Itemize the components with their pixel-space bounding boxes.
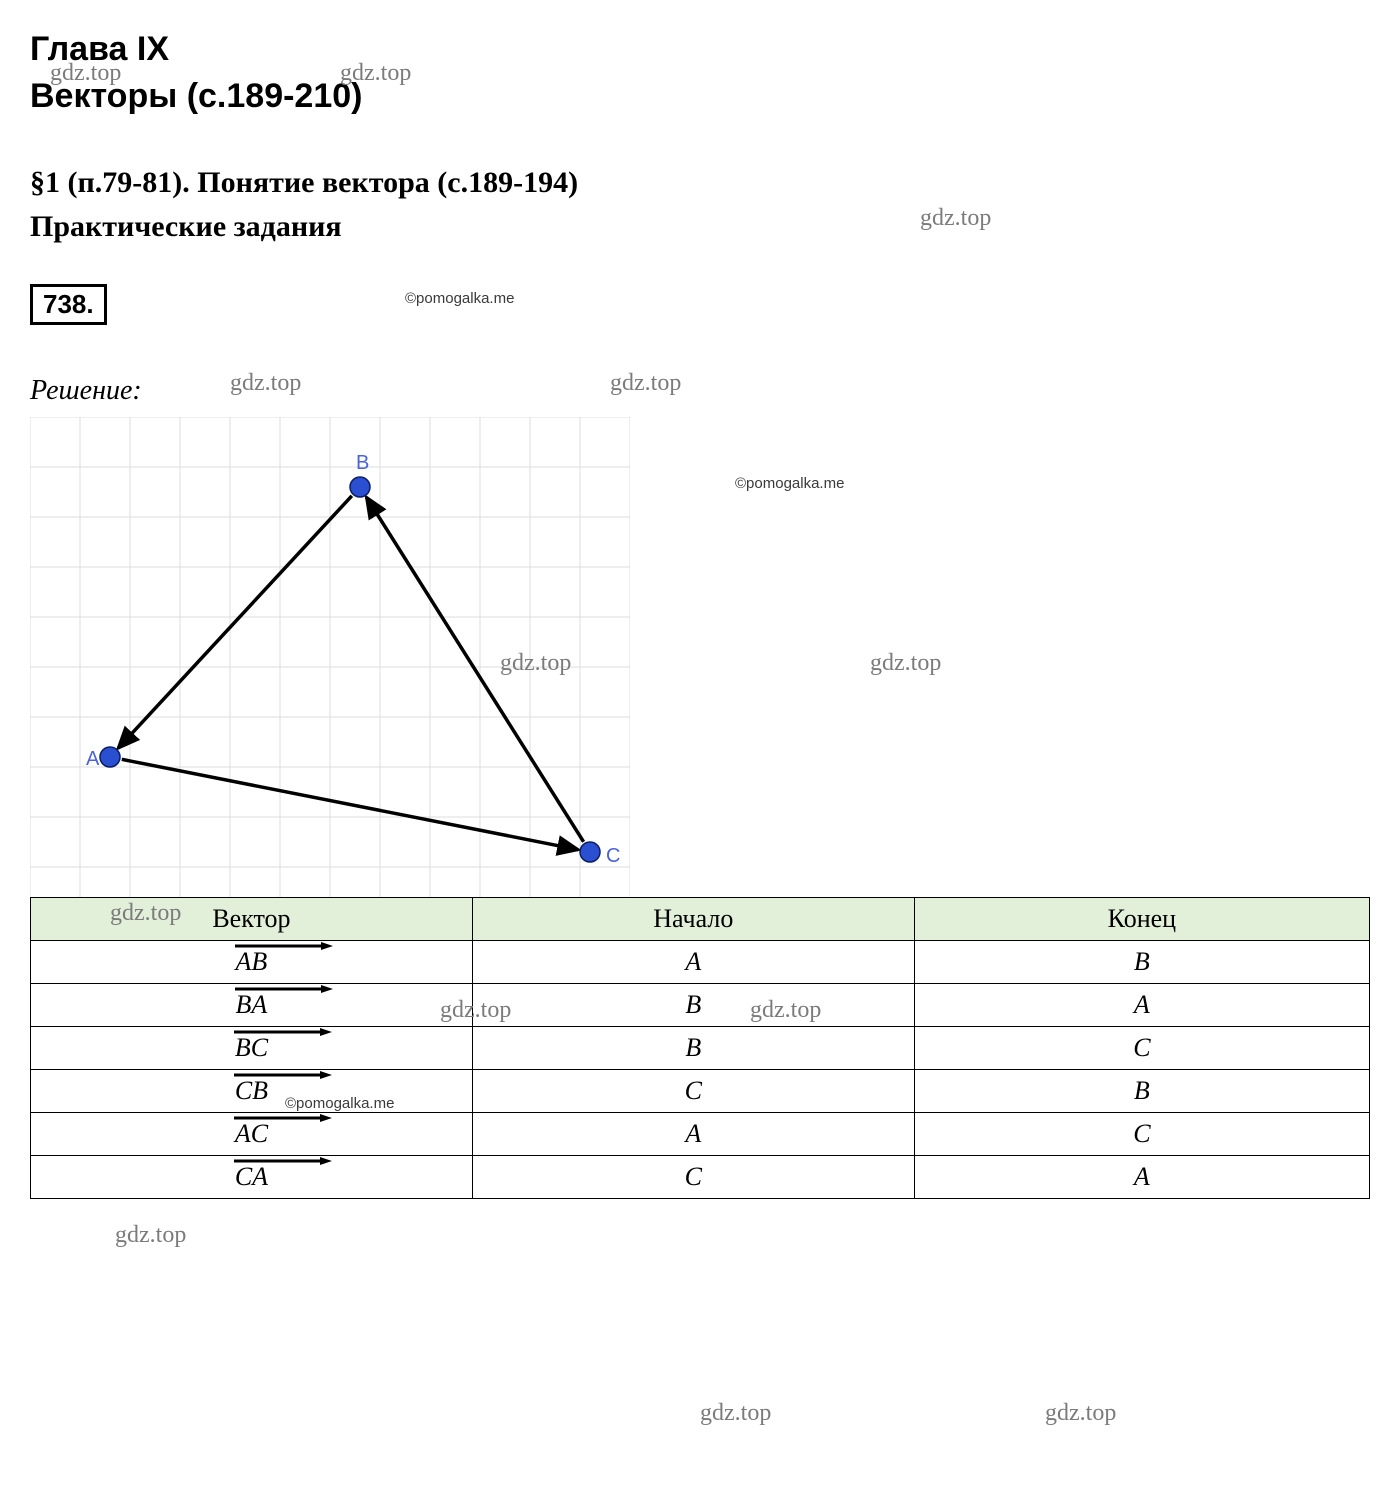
vector-notation: CA — [235, 1162, 268, 1192]
diagram-svg: A B C — [30, 417, 630, 897]
watermark-gdz: gdz.top — [1045, 1400, 1116, 1427]
col-header-start: Начало — [472, 898, 914, 941]
table-row: AC AC — [31, 1113, 1370, 1156]
watermark-gdz: gdz.top — [700, 1400, 771, 1427]
cell-start: B — [472, 984, 914, 1027]
cell-end: C — [914, 1113, 1369, 1156]
table-row: BA BA — [31, 984, 1370, 1027]
cell-start: A — [472, 1113, 914, 1156]
cell-vector: BA — [31, 984, 473, 1027]
point-C — [580, 842, 600, 862]
table-row: CB CB — [31, 1070, 1370, 1113]
vector-notation: AC — [235, 1119, 268, 1149]
vector-notation: BA — [236, 990, 268, 1020]
point-label-A: A — [86, 748, 100, 770]
page-title: Векторы (с.189-210) — [30, 77, 1370, 116]
vector-diagram: A B C — [30, 417, 630, 897]
vector-table: Вектор Начало Конец ABABBABABCBCCBCBACAC… — [30, 897, 1370, 1199]
cell-vector: CB — [31, 1070, 473, 1113]
cell-end: B — [914, 1070, 1369, 1113]
col-header-vector: Вектор — [31, 898, 473, 941]
cell-vector: CA — [31, 1156, 473, 1199]
cell-start: A — [472, 941, 914, 984]
cell-vector: AB — [31, 941, 473, 984]
table-row: BC BC — [31, 1027, 1370, 1070]
cell-start: B — [472, 1027, 914, 1070]
vector-notation: CB — [235, 1076, 268, 1106]
cell-end: C — [914, 1027, 1369, 1070]
problem-number-box: 738. — [30, 284, 107, 325]
cell-start: C — [472, 1156, 914, 1199]
cell-end: B — [914, 941, 1369, 984]
vector-notation: AB — [236, 947, 268, 977]
watermark-pomogalka: ©pomogalka.me — [735, 475, 844, 492]
cell-vector: BC — [31, 1027, 473, 1070]
table-row: CA CA — [31, 1156, 1370, 1199]
vector-notation: BC — [235, 1033, 268, 1063]
solution-label: Решение: — [30, 375, 1370, 407]
point-label-C: C — [606, 845, 620, 867]
cell-start: C — [472, 1070, 914, 1113]
point-label-B: B — [356, 452, 369, 474]
table-row: AB AB — [31, 941, 1370, 984]
chapter-heading: Глава IX — [30, 30, 1370, 69]
table-header-row: Вектор Начало Конец — [31, 898, 1370, 941]
cell-vector: AC — [31, 1113, 473, 1156]
watermark-gdz: gdz.top — [115, 1222, 186, 1249]
cell-end: A — [914, 1156, 1369, 1199]
col-header-end: Конец — [914, 898, 1369, 941]
subtitle-heading: Практические задания — [30, 210, 1370, 244]
cell-end: A — [914, 984, 1369, 1027]
watermark-gdz: gdz.top — [870, 650, 941, 677]
point-B — [350, 477, 370, 497]
watermark-pomogalka: ©pomogalka.me — [405, 290, 514, 307]
section-heading: §1 (п.79-81). Понятие вектора (с.189-194… — [30, 166, 1370, 200]
point-A — [100, 747, 120, 767]
